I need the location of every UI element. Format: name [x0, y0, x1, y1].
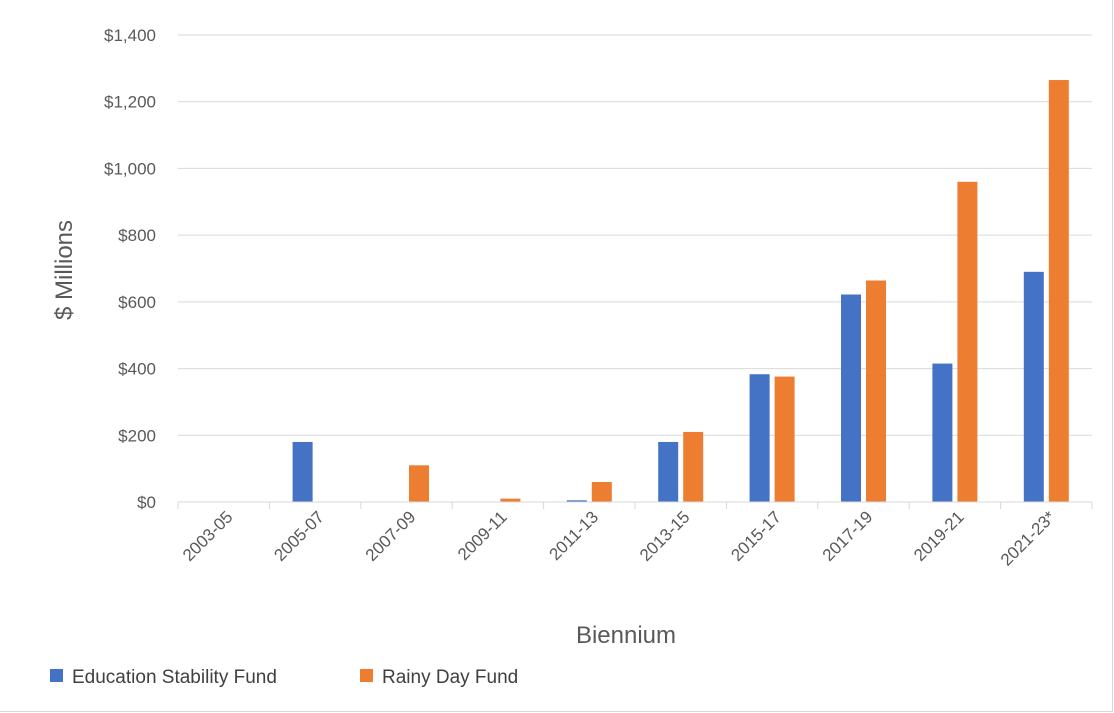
bar-rainy-day-fund	[774, 376, 795, 502]
bar-rainy-day-fund	[1048, 80, 1069, 503]
bar-rainy-day-fund	[866, 280, 886, 502]
x-tick-label: 2007-09	[362, 507, 420, 565]
y-tick-label: $1,400	[104, 26, 156, 45]
y-tick-label: $800	[118, 226, 156, 245]
y-tick-label: $400	[118, 360, 156, 379]
bar-education-stability-fund	[932, 363, 953, 502]
x-axis-title: Biennium	[576, 622, 676, 649]
x-tick-label: 2009-11	[454, 507, 511, 564]
bar-education-stability-fund	[749, 374, 770, 502]
x-tick-label: 2011-13	[545, 507, 602, 564]
x-axis-tick-marks	[177, 502, 1093, 509]
bar-education-stability-fund	[1023, 271, 1044, 502]
gridlines	[178, 34, 1092, 436]
legend-swatch	[360, 669, 373, 682]
y-tick-label: $600	[118, 293, 156, 312]
y-axis-title: $ Millions	[51, 220, 78, 320]
x-tick-label: 2013-15	[636, 507, 694, 565]
bar-rainy-day-fund	[591, 481, 612, 502]
x-tick-label: 2003-05	[179, 507, 237, 565]
x-tick-label: 2021-23*	[997, 507, 1060, 570]
x-tick-label: 2017-19	[819, 507, 877, 565]
x-tick-label: 2019-21	[910, 507, 968, 565]
bar-education-stability-fund	[566, 500, 587, 502]
bar-education-stability-fund	[292, 441, 313, 502]
y-tick-label: $1,000	[104, 159, 156, 178]
bar-rainy-day-fund	[500, 498, 521, 502]
x-tick-label: 2015-17	[727, 507, 785, 565]
legend-swatch	[50, 669, 63, 682]
bar-education-stability-fund	[658, 441, 679, 502]
y-tick-label: $1,200	[104, 93, 156, 112]
x-axis-ticks: 2003-05 2005-07 2007-09 2009-11 2011-13 2013-…	[179, 507, 1059, 570]
bar-rainy-day-fund	[409, 465, 429, 502]
bars	[292, 80, 1069, 503]
bar-rainy-day-fund	[957, 181, 978, 502]
y-tick-label: $200	[118, 426, 156, 445]
y-axis-ticks: $0 $200 $400 $600 $800 $1,000 $1,200 $1,400	[104, 26, 156, 512]
legend-label: Rainy Day Fund	[382, 667, 518, 688]
bar-education-stability-fund	[841, 294, 861, 502]
y-tick-label: $0	[137, 493, 156, 512]
legend: Education Stability Fund Rainy Day Fund	[50, 667, 518, 688]
x-tick-label: 2005-07	[270, 507, 328, 565]
legend-label: Education Stability Fund	[72, 667, 277, 688]
bar-rainy-day-fund	[683, 431, 704, 502]
